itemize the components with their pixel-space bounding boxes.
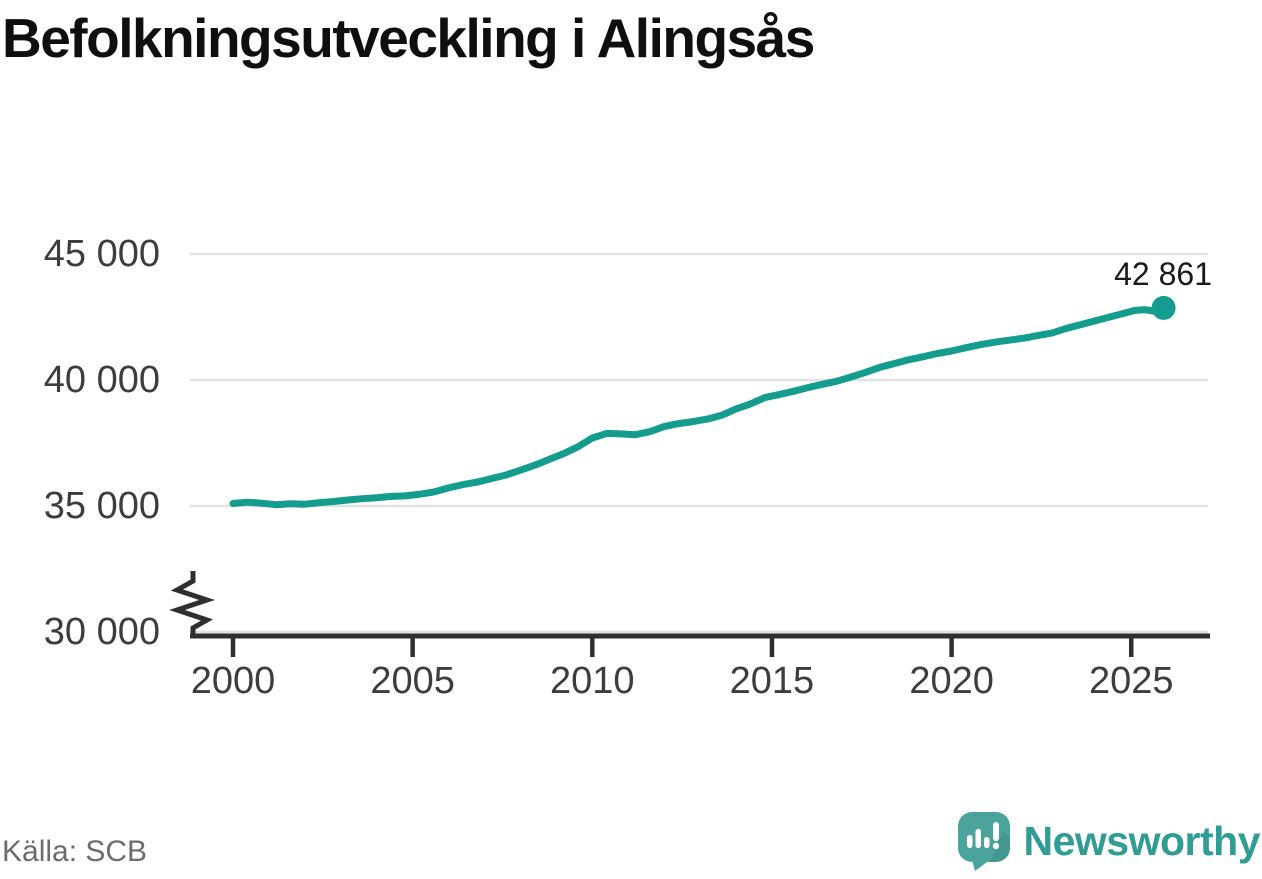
logo-bar-1: [966, 835, 972, 848]
y-tick-label: 30 000: [43, 611, 160, 653]
x-tick-label: 2015: [729, 660, 815, 702]
source-note: Källa: SCB: [2, 835, 148, 868]
x-tick-label: 2010: [550, 660, 635, 702]
logo-bar-3: [983, 837, 989, 848]
x-tick-label: 2000: [190, 660, 276, 702]
y-tick-label: 35 000: [43, 485, 160, 527]
logo-exclamation-bar: [992, 822, 999, 841]
x-tick-label: 2005: [370, 660, 455, 702]
logo-exclamation-dot: [992, 842, 999, 850]
last-value-label: 42 861: [1114, 256, 1212, 292]
population-line: [229, 304, 1168, 509]
x-tick-label: 2025: [1088, 660, 1174, 702]
y-tick-label: 45 000: [43, 233, 160, 275]
logo-bar-2: [975, 829, 981, 848]
x-tick-label: 2020: [909, 660, 994, 702]
last-value-dot: [1151, 295, 1176, 320]
axis-break-icon: [169, 571, 215, 636]
newsworthy-speech-bubble-chart-icon: [957, 812, 1010, 871]
newsworthy-logo: Newsworthy: [957, 811, 1261, 871]
chart-title: Befolkningsutveckling i Alingsås: [2, 7, 815, 69]
newsworthy-logo-text: Newsworthy: [1023, 817, 1261, 864]
y-tick-label: 40 000: [43, 359, 160, 401]
logo-bubble-shade: [989, 831, 1010, 862]
